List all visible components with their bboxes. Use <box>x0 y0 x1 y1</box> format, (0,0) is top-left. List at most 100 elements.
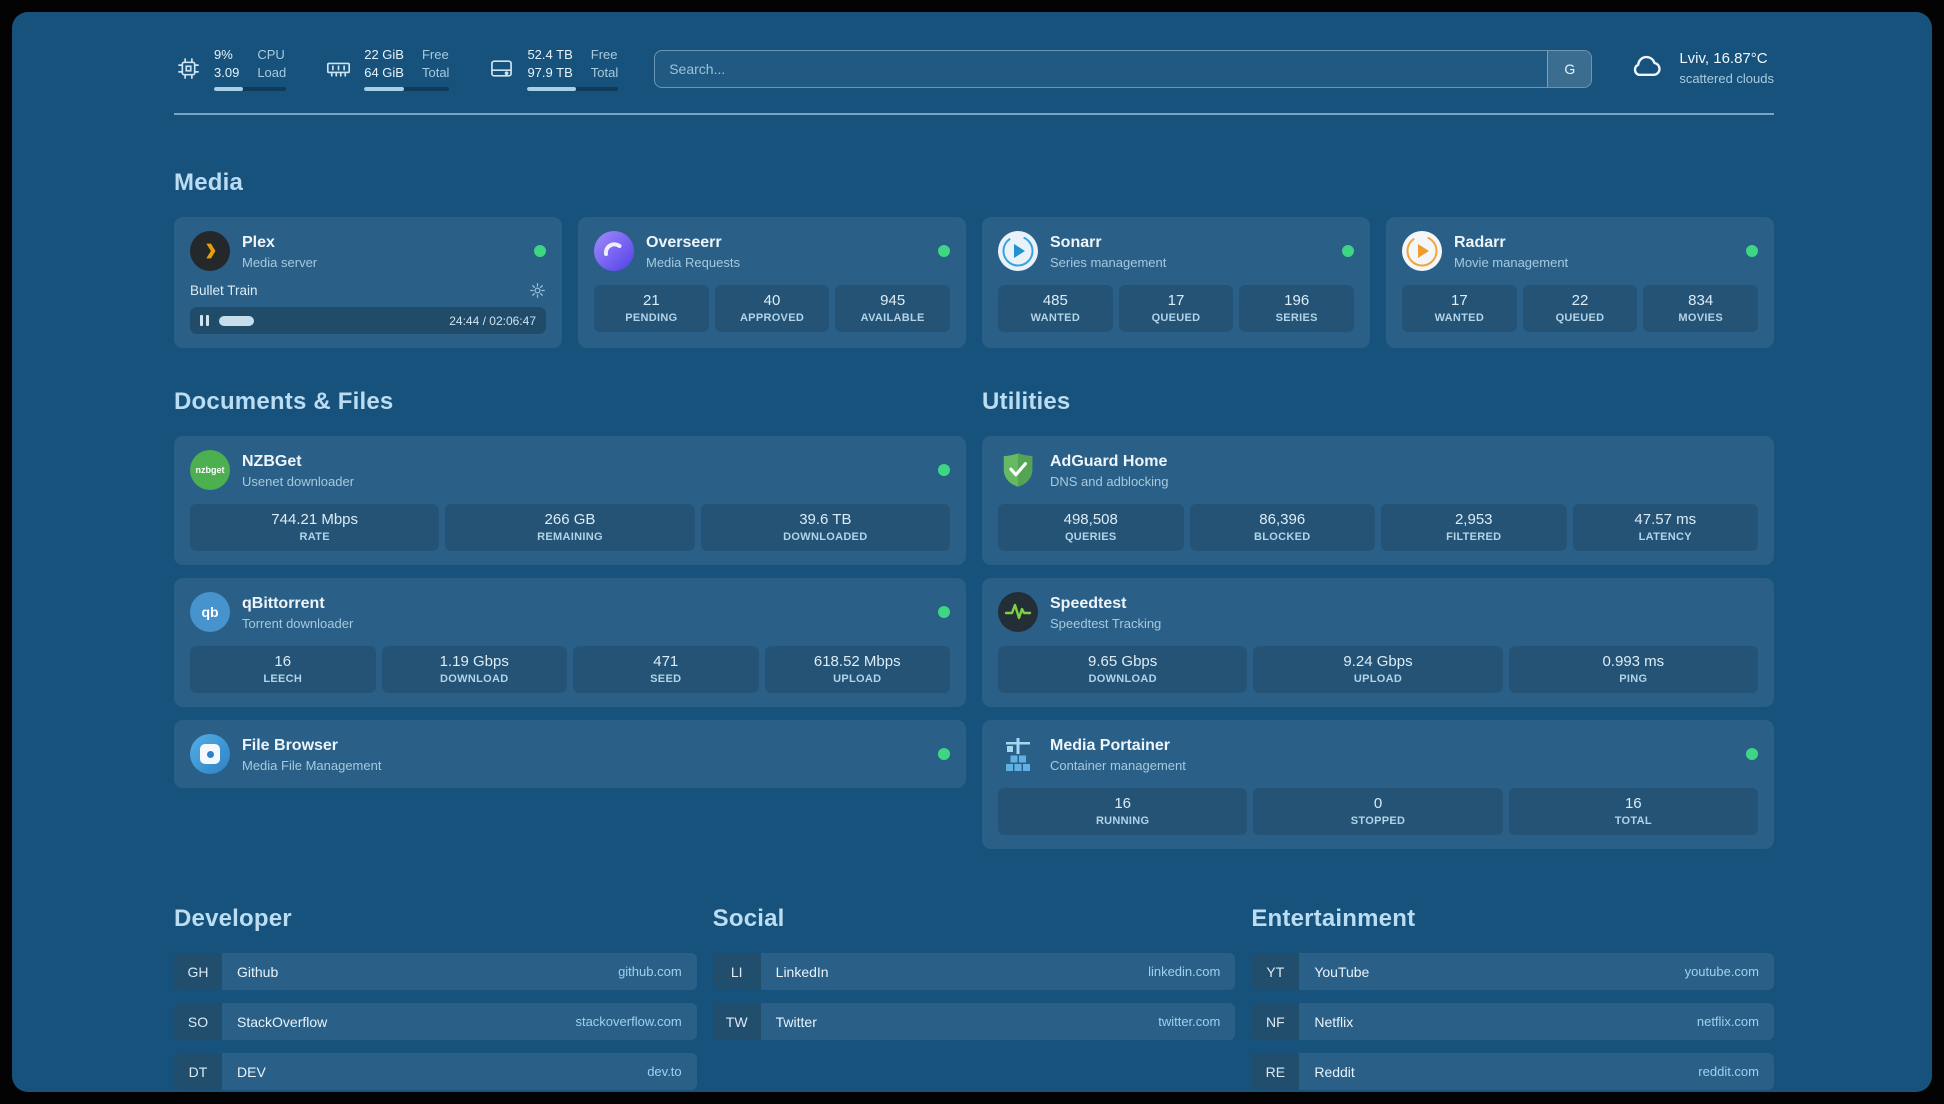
developer-title: Developer <box>174 905 292 933</box>
radarr-card[interactable]: Radarr Movie management 17 WANTED 22 QUEUE… <box>1386 217 1774 349</box>
disk-widget: 52.4 TB 97.9 TB Free Total <box>487 46 619 92</box>
bookmark-linkedin[interactable]: LI LinkedIn linkedin.com <box>712 953 1236 991</box>
plex-icon <box>190 231 230 272</box>
bookmark-twitter[interactable]: TW Twitter twitter.com <box>712 1003 1236 1041</box>
cloud-icon <box>1628 52 1666 86</box>
qbittorrent-name: qBittorrent <box>242 594 325 612</box>
qbittorrent-card[interactable]: qb qBittorrent Torrent downloader 16 LEEC… <box>174 578 966 708</box>
qbittorrent-status-dot <box>938 606 950 619</box>
bookmarks-row: Developer GH Github github.com SO StackO… <box>174 905 1774 1091</box>
cpu-bar <box>214 87 287 92</box>
weather-location: Lviv, 16.87°C <box>1679 50 1768 68</box>
portainer-name: Media Portainer <box>1050 736 1171 754</box>
media-section: Media Plex Media server Bullet Train <box>174 169 1774 349</box>
weather-condition: scattered clouds <box>1679 71 1774 87</box>
dashboard: 9% 3.09 CPU Load <box>12 12 1932 1092</box>
qbittorrent-icon: qb <box>190 592 230 633</box>
cpu-widget: 9% 3.09 CPU Load <box>174 46 287 92</box>
bookmark-dev[interactable]: DT DEV dev.to <box>174 1053 697 1091</box>
plex-card[interactable]: Plex Media server Bullet Train <box>174 217 562 349</box>
plex-name: Plex <box>242 233 275 251</box>
memory-icon <box>324 55 352 83</box>
memory-free: 22 GiB <box>364 47 404 62</box>
stat-total: 16 TOTAL <box>1508 788 1758 836</box>
cpu-sublabel: Load <box>257 65 287 81</box>
bookmark-github[interactable]: GH Github github.com <box>174 953 697 991</box>
bookmark-youtube[interactable]: YT YouTube youtube.com <box>1251 953 1774 991</box>
overseerr-card[interactable]: Overseerr Media Requests 21 PENDING 40 APP… <box>578 217 966 349</box>
search-bar: G <box>654 49 1593 88</box>
stat-queued: 17 QUEUED <box>1118 285 1234 333</box>
gear-icon[interactable] <box>529 282 546 299</box>
pause-icon[interactable] <box>200 315 209 327</box>
disk-total-label: Total <box>590 65 619 81</box>
disk-icon <box>487 55 515 83</box>
sonarr-card[interactable]: Sonarr Series management 485 WANTED 17 QUE… <box>982 217 1370 349</box>
disk-free: 52.4 TB <box>527 47 573 62</box>
stat-running: 16 RUNNING <box>998 788 1248 836</box>
disk-bar <box>527 87 619 92</box>
documents-section: Documents & Files nzbget NZBGet Usenet d… <box>174 388 966 849</box>
sonarr-subtitle: Series management <box>1050 254 1167 270</box>
entertainment-title: Entertainment <box>1251 905 1416 933</box>
social-title: Social <box>712 905 785 933</box>
sonarr-name: Sonarr <box>1050 233 1102 251</box>
filebrowser-status-dot <box>938 748 950 761</box>
stat-latency: 47.57 ms LATENCY <box>1572 504 1758 552</box>
player-progress[interactable] <box>219 315 439 326</box>
filebrowser-name: File Browser <box>242 736 339 754</box>
bookmark-netflix[interactable]: NF Netflix netflix.com <box>1251 1003 1774 1041</box>
sonarr-icon <box>998 231 1038 272</box>
adguard-subtitle: DNS and adblocking <box>1050 473 1169 489</box>
utilities-section: Utilities AdGuard Home <box>982 388 1774 850</box>
sonarr-status-dot <box>1342 245 1354 258</box>
documents-section-title: Documents & Files <box>174 388 394 416</box>
cpu-percent: 9% <box>214 47 233 62</box>
stat-download: 1.19 Gbps DOWNLOAD <box>381 646 567 694</box>
stat-wanted: 485 WANTED <box>998 285 1113 333</box>
radarr-subtitle: Movie management <box>1454 254 1569 270</box>
topbar-divider <box>174 113 1774 116</box>
portainer-subtitle: Container management <box>1050 757 1186 773</box>
speedtest-card[interactable]: Speedtest Speedtest Tracking 9.65 Gbps DO… <box>982 578 1774 708</box>
weather-widget: Lviv, 16.87°C scattered clouds <box>1628 48 1774 89</box>
stat-ping: 0.993 ms PING <box>1508 646 1758 694</box>
filebrowser-card[interactable]: File Browser Media File Management <box>174 720 966 789</box>
adguard-icon <box>998 450 1038 490</box>
radarr-status-dot <box>1746 245 1758 258</box>
utilities-section-title: Utilities <box>982 388 1071 416</box>
memory-widget: 22 GiB 64 GiB Free Total <box>324 46 450 92</box>
portainer-card[interactable]: Media Portainer Container management 16 R… <box>982 720 1774 850</box>
speedtest-subtitle: Speedtest Tracking <box>1050 615 1162 631</box>
stat-series: 196 SERIES <box>1239 285 1355 333</box>
search-input[interactable] <box>655 50 1548 87</box>
resource-widgets: 9% 3.09 CPU Load <box>174 46 619 92</box>
disk-total: 97.9 TB <box>527 65 573 81</box>
bookmark-reddit[interactable]: RE Reddit reddit.com <box>1251 1053 1774 1091</box>
adguard-card[interactable]: AdGuard Home DNS and adblocking 498,508 Q… <box>982 436 1774 566</box>
now-playing-title: Bullet Train <box>190 283 258 299</box>
stat-queries: 498,508 QUERIES <box>998 504 1184 552</box>
plex-subtitle: Media server <box>242 254 318 270</box>
nzbget-subtitle: Usenet downloader <box>242 473 355 489</box>
player-bar: 24:44 / 02:06:47 <box>190 307 546 335</box>
radarr-name: Radarr <box>1454 233 1506 251</box>
qbittorrent-subtitle: Torrent downloader <box>242 615 354 631</box>
cpu-load: 3.09 <box>214 65 240 81</box>
nzbget-name: NZBGet <box>242 452 302 470</box>
stat-pending: 21 PENDING <box>594 285 709 333</box>
stat-approved: 40 APPROVED <box>714 285 830 333</box>
stat-seed: 471 SEED <box>573 646 759 694</box>
radarr-icon <box>1402 231 1442 272</box>
stat-leech: 16 LEECH <box>190 646 376 694</box>
stat-downloaded: 39.6 TB DOWNLOADED <box>700 504 950 552</box>
memory-total-label: Total <box>421 65 450 81</box>
player-time: 24:44 / 02:06:47 <box>449 313 536 328</box>
portainer-status-dot <box>1746 748 1758 761</box>
nzbget-card[interactable]: nzbget NZBGet Usenet downloader 744.21 M… <box>174 436 966 566</box>
stat-queued: 22 QUEUED <box>1522 285 1638 333</box>
overseerr-status-dot <box>938 245 950 258</box>
bookmark-stackoverflow[interactable]: SO StackOverflow stackoverflow.com <box>174 1003 697 1041</box>
search-provider-button[interactable]: G <box>1547 50 1592 87</box>
